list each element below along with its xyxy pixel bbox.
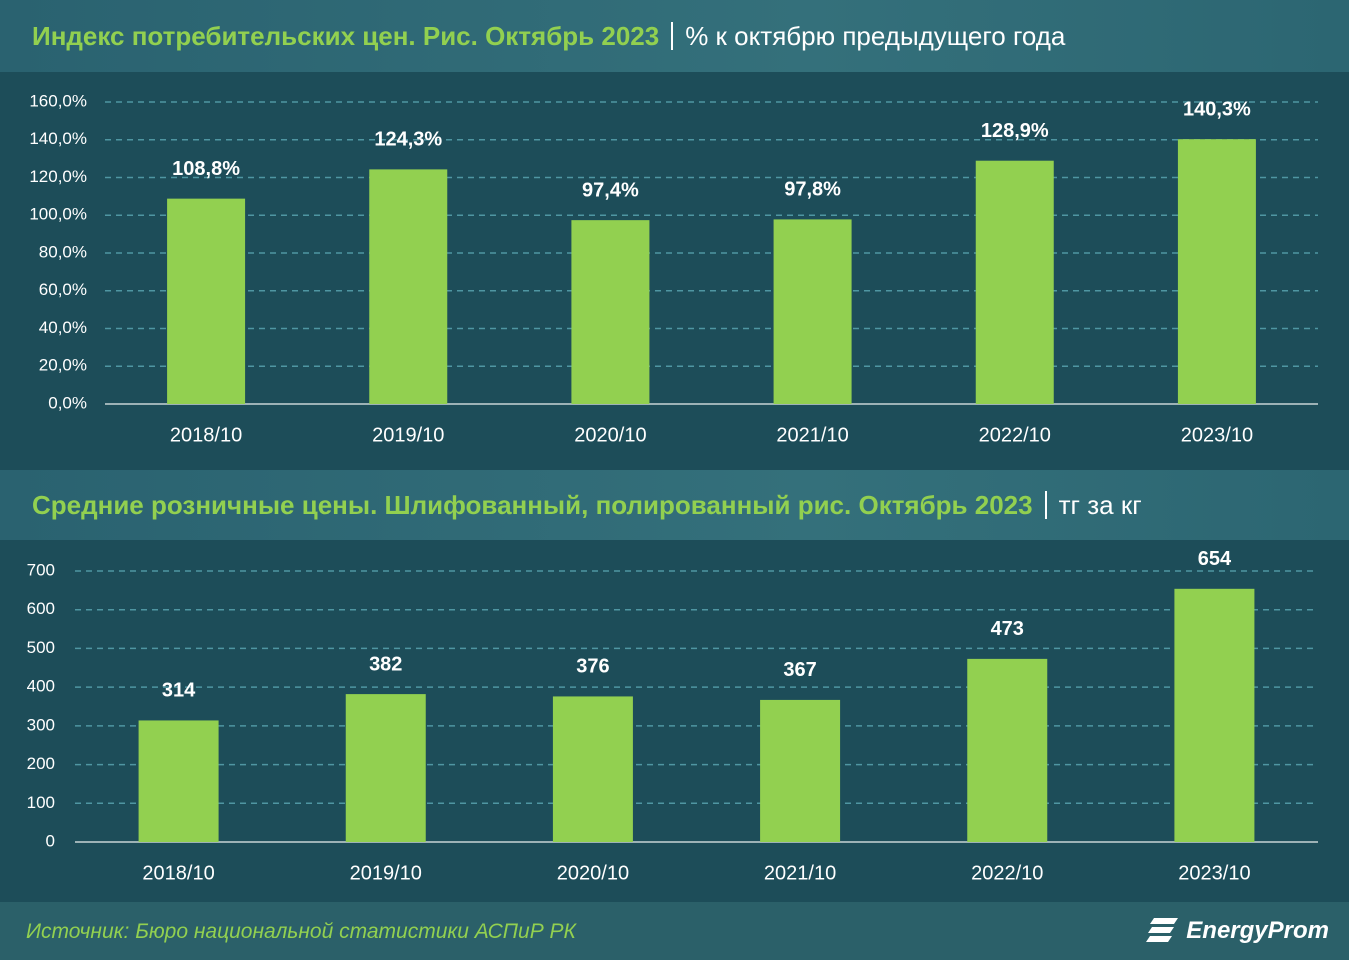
- y-tick-label: 0: [46, 831, 55, 850]
- y-tick-label: 700: [27, 560, 55, 579]
- value-label: 128,9%: [981, 120, 1049, 142]
- x-tick-label: 2022/10: [971, 862, 1043, 884]
- value-label: 124,3%: [374, 129, 442, 151]
- x-tick-label: 2022/10: [979, 424, 1051, 446]
- x-tick-label: 2019/10: [372, 424, 444, 446]
- value-label: 473: [991, 618, 1024, 640]
- logo-text: EnergyProm: [1186, 917, 1329, 944]
- value-label: 376: [576, 656, 609, 678]
- x-tick-label: 2023/10: [1178, 862, 1250, 884]
- bar: [571, 220, 650, 404]
- bar: [167, 198, 246, 404]
- y-tick-label: 160,0%: [29, 91, 87, 110]
- chart-header: Индекс потребительских цен. Рис. Октябрь…: [0, 0, 1349, 72]
- value-label: 97,8%: [784, 179, 841, 201]
- y-tick-label: 40,0%: [39, 318, 87, 337]
- chart-title: Индекс потребительских цен. Рис. Октябрь…: [32, 20, 660, 51]
- chart-subtitle: тг за кг: [1058, 489, 1142, 520]
- bar: [967, 658, 1048, 842]
- x-tick-label: 2021/10: [764, 862, 836, 884]
- footer: Источник: Бюро национальной статистики А…: [0, 902, 1349, 960]
- value-label: 654: [1198, 548, 1232, 570]
- x-tick-label: 2021/10: [776, 424, 848, 446]
- chart-header: Средние розничные цены. Шлифованный, пол…: [0, 470, 1349, 540]
- y-tick-label: 100: [27, 793, 55, 812]
- x-tick-label: 2023/10: [1181, 424, 1253, 446]
- y-tick-label: 120,0%: [29, 167, 87, 186]
- bar: [760, 699, 841, 842]
- y-tick-label: 60,0%: [39, 280, 87, 299]
- y-tick-label: 80,0%: [39, 242, 87, 261]
- bar: [975, 160, 1054, 404]
- y-tick-label: 0,0%: [48, 393, 87, 412]
- y-tick-label: 20,0%: [39, 356, 87, 375]
- y-tick-label: 500: [27, 638, 55, 657]
- separator: [671, 22, 674, 50]
- value-label: 382: [369, 653, 402, 675]
- charts: 0,0% 20,0% 40,0% 60,0% 80,0% 100,0% 120,0% 140,…: [27, 91, 1318, 884]
- logo-icon: [1146, 918, 1179, 942]
- chart-subtitle: % к октябрю предыдущего года: [685, 20, 1066, 51]
- x-tick-label: 2020/10: [574, 424, 646, 446]
- value-label: 108,8%: [172, 158, 240, 180]
- x-tick-label: 2020/10: [557, 862, 629, 884]
- chart-title: Средние розничные цены. Шлифованный, пол…: [32, 489, 1033, 520]
- value-label: 314: [162, 680, 196, 702]
- bar: [345, 694, 426, 842]
- y-tick-label: 300: [27, 715, 55, 734]
- y-tick-label: 100,0%: [29, 205, 87, 224]
- x-tick-label: 2018/10: [142, 862, 214, 884]
- bar: [552, 696, 633, 842]
- source: Источник: Бюро национальной статистики А…: [26, 920, 576, 943]
- bar: [1174, 588, 1255, 842]
- bar: [369, 169, 448, 404]
- value-label: 140,3%: [1183, 98, 1251, 120]
- y-tick-label: 200: [27, 754, 55, 773]
- bar: [1177, 139, 1256, 404]
- bar: [138, 720, 219, 842]
- bar: [773, 219, 852, 404]
- logo: EnergyProm: [1146, 916, 1329, 946]
- value-label: 367: [783, 659, 816, 681]
- value-label: 97,4%: [582, 179, 639, 201]
- separator: [1044, 491, 1047, 519]
- y-tick-label: 600: [27, 599, 55, 618]
- y-tick-label: 140,0%: [29, 129, 87, 148]
- x-tick-label: 2019/10: [350, 862, 422, 884]
- y-tick-label: 400: [27, 677, 55, 696]
- x-tick-label: 2018/10: [170, 424, 242, 446]
